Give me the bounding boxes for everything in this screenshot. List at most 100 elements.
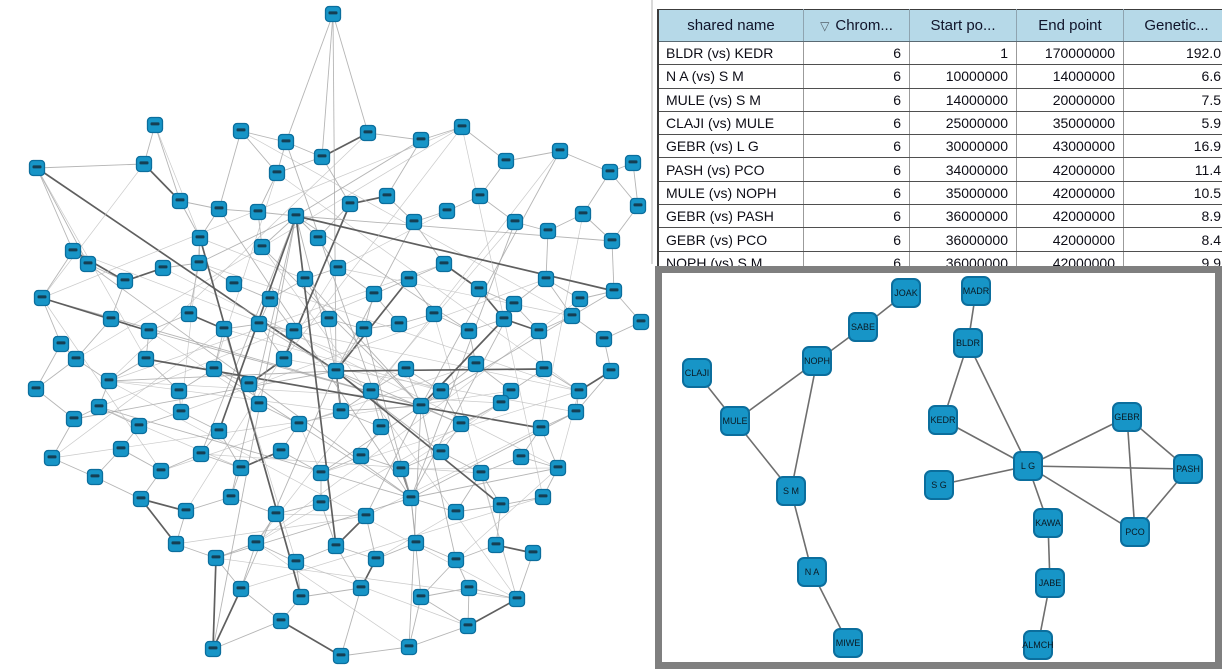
network-node[interactable] xyxy=(367,550,385,568)
network-node[interactable] xyxy=(192,445,210,463)
network-edge[interactable] xyxy=(108,370,337,382)
network-node[interactable] xyxy=(52,335,70,353)
network-node-kawa[interactable]: KAWA xyxy=(1033,508,1063,538)
network-node[interactable] xyxy=(512,448,530,466)
network-node[interactable] xyxy=(432,443,450,461)
network-edge[interactable] xyxy=(255,298,581,544)
network-edge[interactable] xyxy=(480,472,518,600)
network-node[interactable] xyxy=(405,213,423,231)
network-node[interactable] xyxy=(390,315,408,333)
table-row[interactable]: GEBR (vs) L G 6 30000000 43000000 16.9 xyxy=(657,134,1222,159)
network-edge[interactable] xyxy=(340,646,410,657)
table-row[interactable]: MULE (vs) NOPH 6 35000000 42000000 10.5 xyxy=(657,181,1222,206)
network-edge[interactable] xyxy=(967,342,1029,467)
table-row[interactable]: CLAJI (vs) MULE 6 25000000 35000000 5.9 xyxy=(657,111,1222,136)
network-node[interactable] xyxy=(412,397,430,415)
network-edge[interactable] xyxy=(420,150,561,407)
network-edge[interactable] xyxy=(295,215,615,292)
small-network-canvas[interactable]: JOAK SABE NOPH CLAJI MULE S M N A MIWE MADR BLDR K… xyxy=(655,266,1222,669)
column-header-chrom[interactable]: ▽ Chrom... xyxy=(803,9,910,42)
network-node[interactable] xyxy=(287,207,305,225)
network-edge[interactable] xyxy=(335,370,502,506)
network-node[interactable] xyxy=(341,195,359,213)
network-edge[interactable] xyxy=(386,139,422,197)
network-node[interactable] xyxy=(132,490,150,508)
network-edge[interactable] xyxy=(218,130,242,210)
network-edge[interactable] xyxy=(370,221,516,392)
network-node[interactable] xyxy=(267,505,285,523)
network-node[interactable] xyxy=(327,362,345,380)
network-node-s-m[interactable]: S M xyxy=(776,476,806,506)
network-node-noph[interactable]: NOPH xyxy=(802,346,832,376)
network-node[interactable] xyxy=(551,142,569,160)
network-edge[interactable] xyxy=(154,124,201,239)
network-node[interactable] xyxy=(191,229,209,247)
network-node[interactable] xyxy=(412,131,430,149)
column-header-genetic[interactable]: Genetic... xyxy=(1123,9,1222,42)
network-node[interactable] xyxy=(601,163,619,181)
network-edge[interactable] xyxy=(198,215,297,264)
network-edge[interactable] xyxy=(295,139,422,217)
network-node[interactable] xyxy=(261,290,279,308)
network-node[interactable] xyxy=(285,322,303,340)
network-node[interactable] xyxy=(535,360,553,378)
network-node-miwe[interactable]: MIWE xyxy=(833,628,863,658)
network-node[interactable] xyxy=(524,544,542,562)
network-edge[interactable] xyxy=(212,215,297,650)
network-node[interactable] xyxy=(205,360,223,378)
network-node[interactable] xyxy=(67,350,85,368)
network-node[interactable] xyxy=(471,187,489,205)
network-edge[interactable] xyxy=(559,150,611,173)
network-node[interactable] xyxy=(438,202,456,220)
network-edge[interactable] xyxy=(295,215,337,372)
network-edge[interactable] xyxy=(258,323,337,372)
network-node[interactable] xyxy=(392,460,410,478)
network-node[interactable] xyxy=(412,588,430,606)
network-node[interactable] xyxy=(313,148,331,166)
network-node[interactable] xyxy=(563,307,581,325)
network-edge[interactable] xyxy=(367,132,422,141)
network-edge[interactable] xyxy=(212,588,242,650)
table-row[interactable]: MULE (vs) S M 6 14000000 20000000 7.5 xyxy=(657,88,1222,112)
network-node[interactable] xyxy=(453,118,471,136)
network-node[interactable] xyxy=(632,313,650,331)
network-edge[interactable] xyxy=(410,221,516,499)
network-node-sabe[interactable]: SABE xyxy=(848,312,878,342)
network-edge[interactable] xyxy=(261,246,422,407)
network-node[interactable] xyxy=(534,488,552,506)
network-edge[interactable] xyxy=(335,368,545,372)
network-node[interactable] xyxy=(210,200,228,218)
table-row[interactable]: GEBR (vs) PASH 6 36000000 42000000 8.9 xyxy=(657,204,1222,229)
network-node[interactable] xyxy=(352,579,370,597)
network-node[interactable] xyxy=(79,255,97,273)
network-edge[interactable] xyxy=(36,167,74,252)
network-node-madr[interactable]: MADR xyxy=(961,276,991,306)
network-edge[interactable] xyxy=(410,467,559,499)
network-edge[interactable] xyxy=(300,587,362,598)
network-node[interactable] xyxy=(28,159,46,177)
network-node[interactable] xyxy=(495,310,513,328)
network-edge[interactable] xyxy=(108,132,369,382)
network-node[interactable] xyxy=(497,152,515,170)
network-edge[interactable] xyxy=(218,208,412,499)
network-edge[interactable] xyxy=(557,390,580,469)
network-node[interactable] xyxy=(171,192,189,210)
network-edge[interactable] xyxy=(255,542,410,648)
network-edge[interactable] xyxy=(275,513,367,517)
network-edge[interactable] xyxy=(160,363,477,472)
network-node[interactable] xyxy=(64,242,82,260)
column-header-startpo[interactable]: Start po... xyxy=(909,9,1017,42)
network-edge[interactable] xyxy=(611,240,615,292)
network-node-pco[interactable]: PCO xyxy=(1120,517,1150,547)
network-edge[interactable] xyxy=(295,561,469,627)
network-edge[interactable] xyxy=(280,620,342,657)
network-node[interactable] xyxy=(605,282,623,300)
network-node[interactable] xyxy=(253,238,271,256)
network-node[interactable] xyxy=(492,394,510,412)
column-header-endpoint[interactable]: End point xyxy=(1016,9,1124,42)
network-node[interactable] xyxy=(154,259,172,277)
network-edge[interactable] xyxy=(188,262,200,315)
network-node[interactable] xyxy=(602,362,620,380)
filter-icon[interactable]: ▽ xyxy=(820,19,830,33)
network-node[interactable] xyxy=(225,275,243,293)
